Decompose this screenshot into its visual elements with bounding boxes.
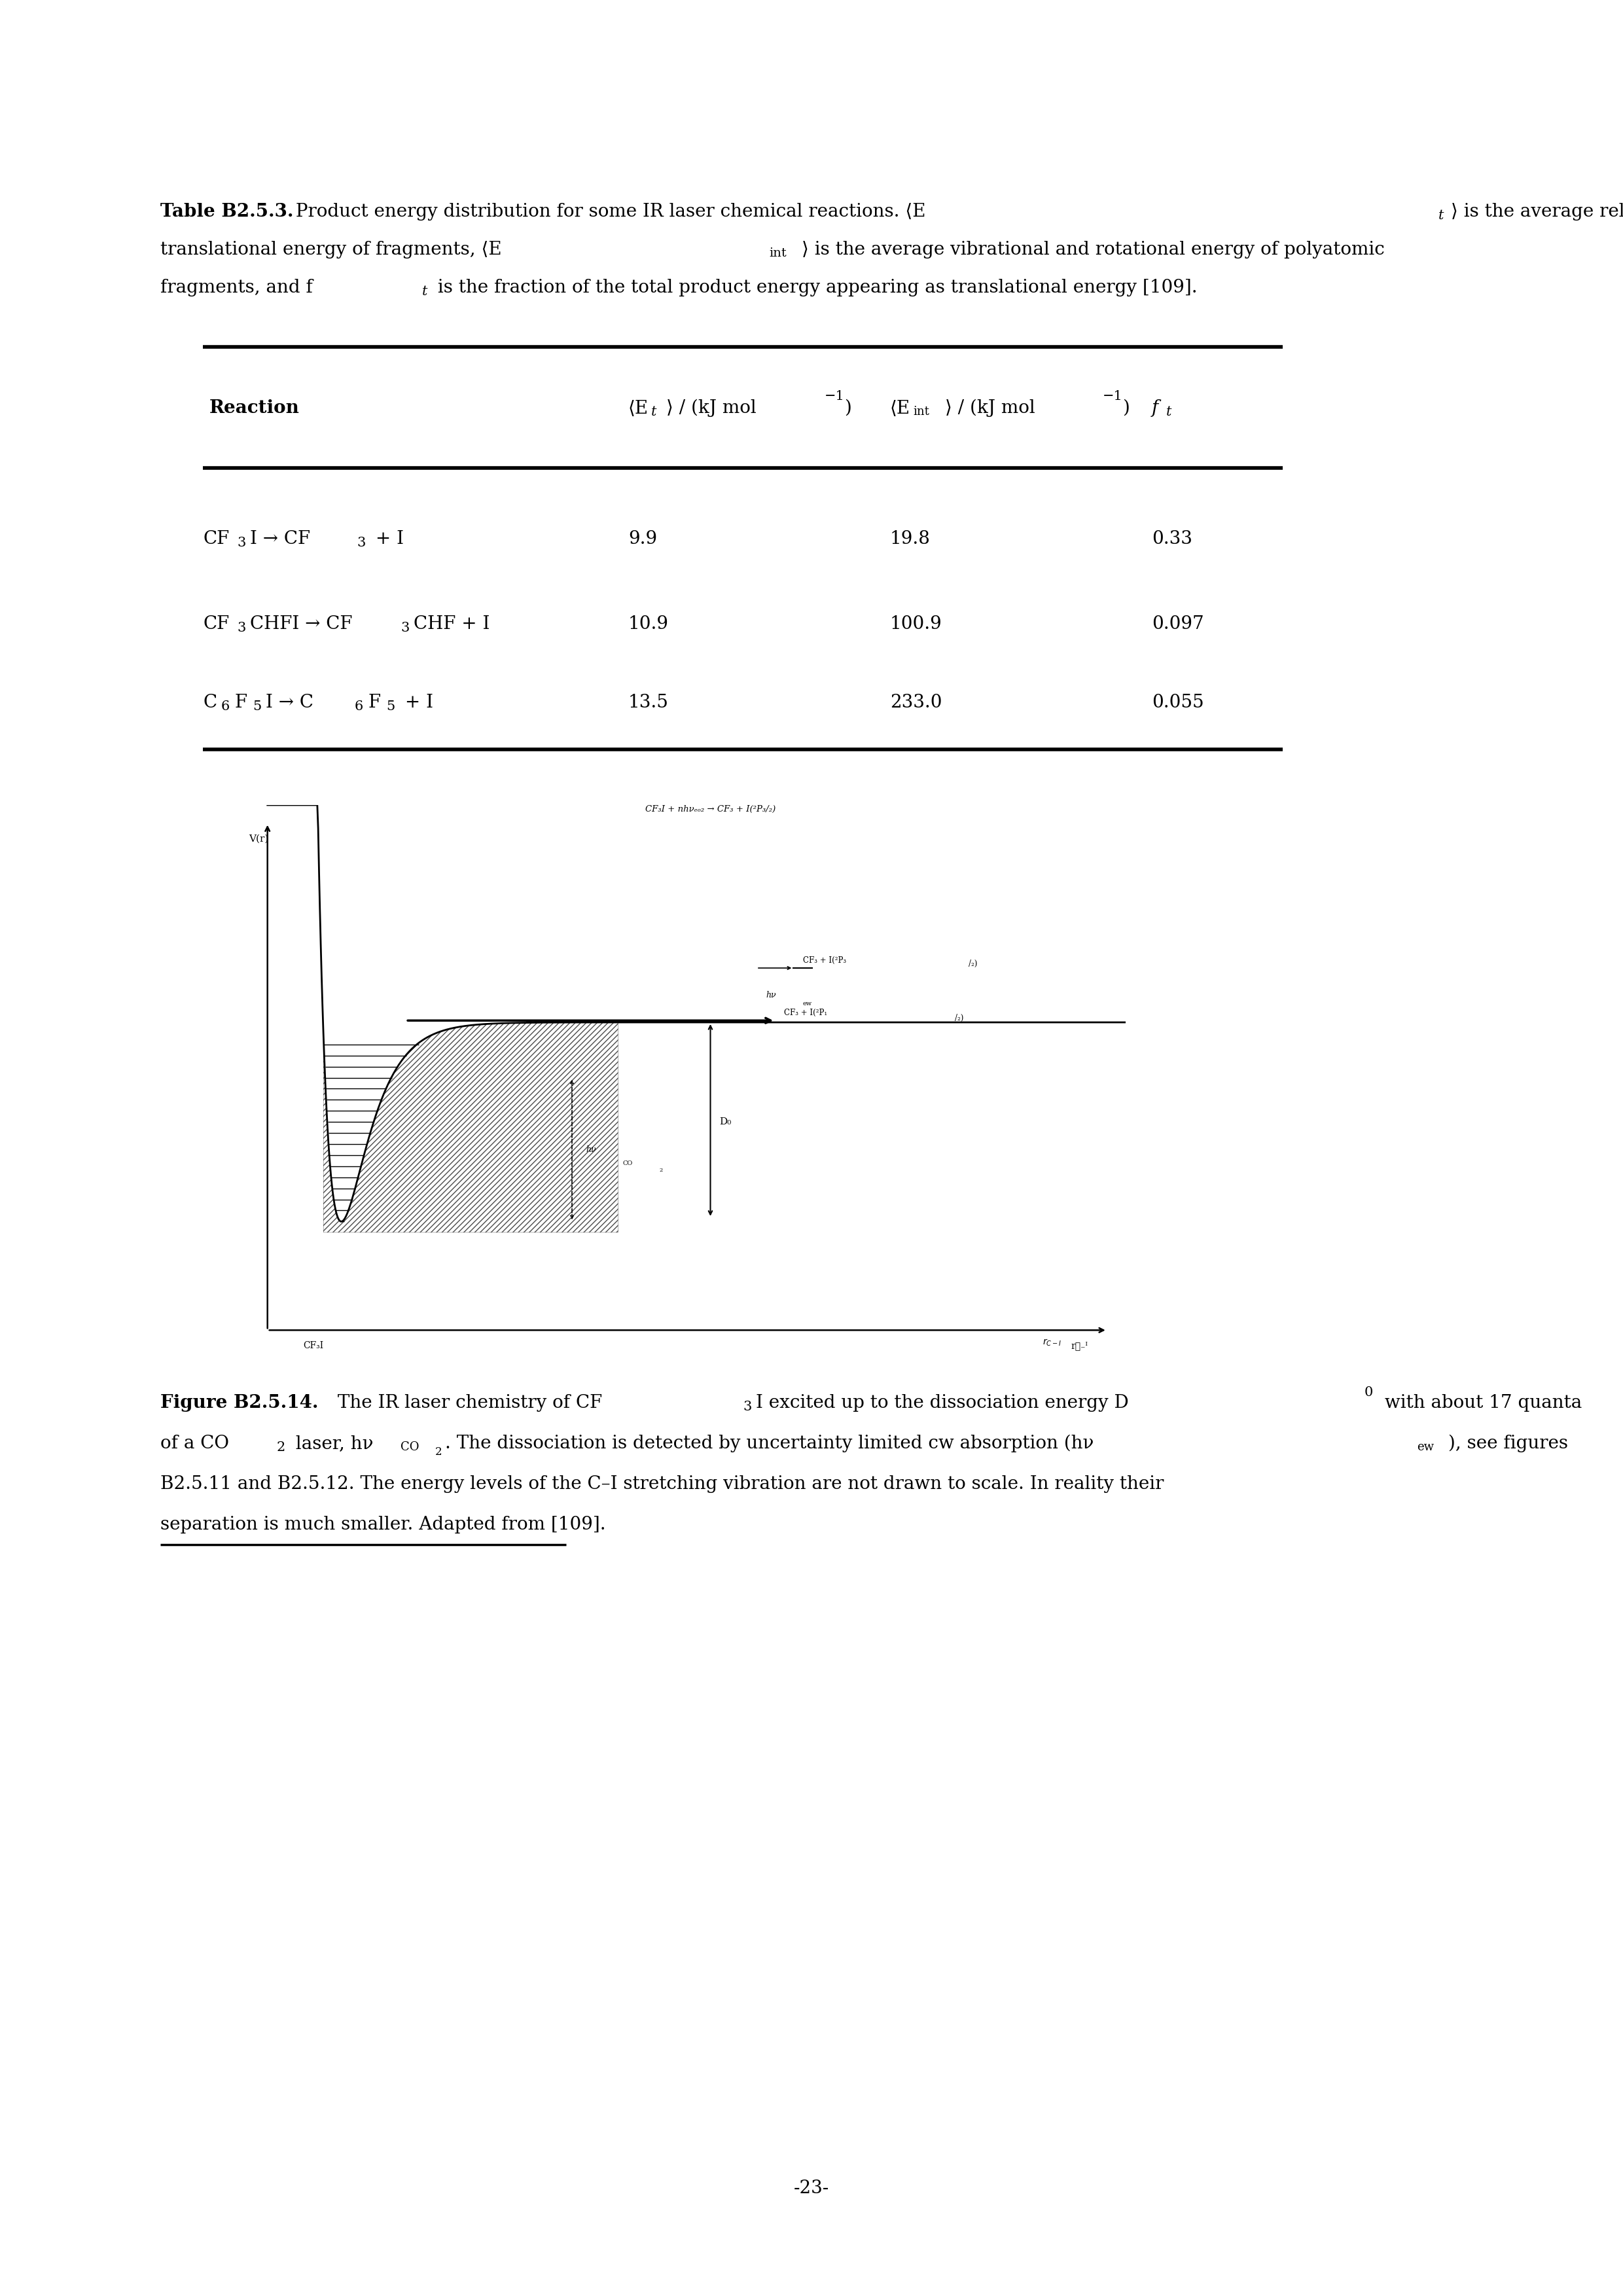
Text: The IR laser chemistry of CF: The IR laser chemistry of CF bbox=[331, 1394, 602, 1412]
Text: -23-: -23- bbox=[794, 2179, 829, 2197]
Text: + I: + I bbox=[399, 693, 433, 712]
Text: t: t bbox=[651, 406, 657, 418]
Text: 3: 3 bbox=[357, 537, 365, 549]
Text: V(r): V(r) bbox=[248, 833, 269, 843]
Text: t: t bbox=[1167, 406, 1172, 418]
Text: CF₃ + I(²P₁: CF₃ + I(²P₁ bbox=[784, 1008, 828, 1017]
Text: 3: 3 bbox=[743, 1401, 751, 1412]
Text: 100.9: 100.9 bbox=[889, 615, 943, 634]
Text: C: C bbox=[203, 693, 217, 712]
Text: 233.0: 233.0 bbox=[889, 693, 941, 712]
Text: CF: CF bbox=[203, 615, 229, 634]
Text: /₂): /₂) bbox=[969, 960, 977, 969]
Text: $r_{C-I}$: $r_{C-I}$ bbox=[1042, 1336, 1061, 1348]
Text: is the fraction of the total product energy appearing as translational energy [1: is the fraction of the total product ene… bbox=[432, 278, 1198, 296]
Text: ), see figures: ), see figures bbox=[1448, 1435, 1568, 1453]
Text: /₂): /₂) bbox=[954, 1015, 964, 1022]
Text: with about 17 quanta: with about 17 quanta bbox=[1380, 1394, 1582, 1412]
Text: B2.5.11 and B2.5.12. The energy levels of the C–I stretching vibration are not d: B2.5.11 and B2.5.12. The energy levels o… bbox=[161, 1476, 1164, 1492]
Text: F: F bbox=[234, 693, 247, 712]
Text: ⟩ is the average relative: ⟩ is the average relative bbox=[1451, 202, 1623, 220]
Text: ): ) bbox=[844, 400, 852, 418]
Text: translational energy of fragments, ⟨E: translational energy of fragments, ⟨E bbox=[161, 241, 502, 259]
Text: + I: + I bbox=[370, 530, 404, 549]
Text: −1: −1 bbox=[824, 390, 846, 402]
Text: 10.9: 10.9 bbox=[628, 615, 669, 634]
Text: 13.5: 13.5 bbox=[628, 693, 669, 712]
Text: 5: 5 bbox=[386, 700, 394, 712]
Text: laser, hν: laser, hν bbox=[291, 1435, 373, 1453]
Text: 0.097: 0.097 bbox=[1152, 615, 1204, 634]
Text: 2: 2 bbox=[435, 1446, 441, 1458]
Text: D₀: D₀ bbox=[719, 1118, 732, 1127]
Text: ⟩ / (kJ mol: ⟩ / (kJ mol bbox=[945, 400, 1035, 418]
Text: CF₃ + I(²P₃: CF₃ + I(²P₃ bbox=[803, 955, 846, 964]
Text: ⟩ / (kJ mol: ⟩ / (kJ mol bbox=[665, 400, 756, 418]
Text: Reaction: Reaction bbox=[209, 400, 300, 418]
Text: CO: CO bbox=[623, 1159, 633, 1166]
Text: ): ) bbox=[1123, 400, 1130, 418]
Text: 3: 3 bbox=[237, 622, 245, 634]
Text: ⟨E: ⟨E bbox=[889, 400, 911, 418]
Text: 3: 3 bbox=[237, 537, 245, 549]
Text: Product energy distribution for some IR laser chemical reactions. ⟨E: Product energy distribution for some IR … bbox=[291, 202, 925, 220]
Text: CF₃I + nhνₑₒ₂ → CF₃ + I(²P₃/₂): CF₃I + nhνₑₒ₂ → CF₃ + I(²P₃/₂) bbox=[646, 806, 776, 813]
Text: hν: hν bbox=[586, 1146, 596, 1155]
Text: ew: ew bbox=[803, 1001, 812, 1006]
Text: hν: hν bbox=[766, 992, 776, 999]
Text: I → CF: I → CF bbox=[250, 530, 310, 549]
Text: CF₃I: CF₃I bbox=[304, 1341, 325, 1350]
Text: ew: ew bbox=[1417, 1442, 1433, 1453]
Text: 0: 0 bbox=[1365, 1387, 1373, 1398]
Text: 0.055: 0.055 bbox=[1152, 693, 1204, 712]
Text: 6: 6 bbox=[355, 700, 364, 712]
Text: 0.33: 0.33 bbox=[1152, 530, 1193, 549]
Text: ⟨E: ⟨E bbox=[628, 400, 649, 418]
Text: ⟩ is the average vibrational and rotational energy of polyatomic: ⟩ is the average vibrational and rotatio… bbox=[802, 241, 1384, 259]
Text: 2: 2 bbox=[659, 1169, 664, 1173]
Text: 3: 3 bbox=[401, 622, 409, 634]
Text: Table B2.5.3.: Table B2.5.3. bbox=[161, 202, 294, 220]
Text: t: t bbox=[422, 285, 427, 298]
Text: f: f bbox=[1152, 400, 1159, 418]
Text: Figure B2.5.14.: Figure B2.5.14. bbox=[161, 1394, 318, 1412]
Text: int: int bbox=[912, 406, 930, 418]
Text: . The dissociation is detected by uncertainty limited cw absorption (hν: . The dissociation is detected by uncert… bbox=[445, 1435, 1094, 1453]
Text: CF: CF bbox=[203, 530, 229, 549]
Text: CHF + I: CHF + I bbox=[414, 615, 490, 634]
Text: fragments, and f: fragments, and f bbox=[161, 278, 313, 296]
Text: separation is much smaller. Adapted from [109].: separation is much smaller. Adapted from… bbox=[161, 1515, 605, 1534]
Text: rⲁ₋ᴵ: rⲁ₋ᴵ bbox=[1071, 1341, 1087, 1350]
Text: of a CO: of a CO bbox=[161, 1435, 229, 1453]
Text: CO: CO bbox=[401, 1442, 419, 1453]
Text: 6: 6 bbox=[221, 700, 230, 712]
Text: 5: 5 bbox=[253, 700, 261, 712]
Text: I → C: I → C bbox=[266, 693, 313, 712]
Text: CHFI → CF: CHFI → CF bbox=[250, 615, 352, 634]
Text: F: F bbox=[368, 693, 380, 712]
Text: 2: 2 bbox=[278, 1442, 286, 1453]
Text: int: int bbox=[769, 248, 787, 259]
Text: 19.8: 19.8 bbox=[889, 530, 930, 549]
Text: I excited up to the dissociation energy D: I excited up to the dissociation energy … bbox=[756, 1394, 1128, 1412]
Text: 9.9: 9.9 bbox=[628, 530, 657, 549]
Text: −1: −1 bbox=[1102, 390, 1123, 402]
Text: t: t bbox=[1438, 209, 1444, 223]
